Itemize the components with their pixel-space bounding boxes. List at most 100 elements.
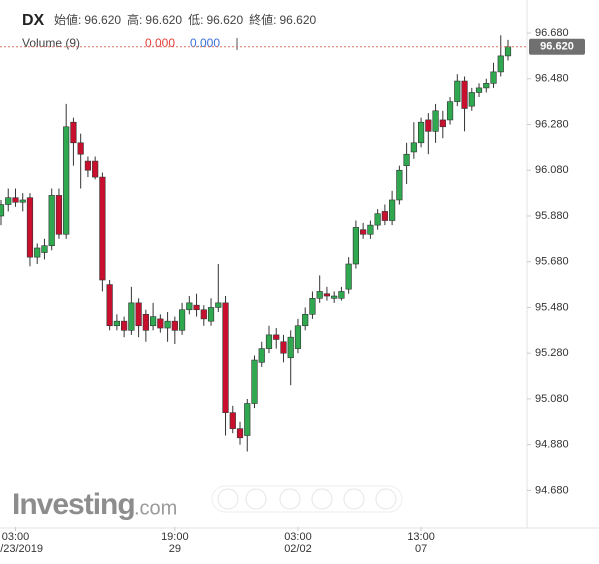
candle-body (0, 204, 5, 217)
candle-body (403, 153, 410, 166)
toolbar-button[interactable] (279, 488, 301, 510)
watermark-suffix: .com (134, 497, 177, 519)
header: DX Volume (9) 0.000 0.000 始値: 96.620 高: 96.… (22, 12, 317, 50)
y-tick-label: 94.680 (535, 484, 569, 496)
watermark: Investing .com (12, 488, 177, 521)
toolbar-button[interactable] (217, 488, 239, 510)
candle-body (273, 334, 280, 340)
candle-body (454, 80, 461, 102)
candle-body (381, 211, 388, 221)
candle-body (338, 291, 345, 299)
candle-body (34, 247, 41, 258)
field-value: 96.620 (145, 13, 182, 27)
candle-body (389, 199, 396, 221)
x-tick-label: 03:00 (2, 531, 30, 543)
candle-body (258, 348, 265, 363)
candle-body (468, 92, 475, 107)
candle-body (77, 142, 84, 155)
candle-body (106, 284, 113, 327)
candle-body (113, 320, 120, 327)
field-value: 96.620 (279, 13, 316, 27)
field-label: 低: (188, 13, 203, 27)
candle-body (309, 298, 316, 315)
candle-body (135, 302, 142, 327)
y-tick-label: 95.480 (535, 301, 569, 313)
candle-body (287, 336, 294, 359)
y-tick-label: 95.080 (535, 393, 569, 405)
candle-body (425, 119, 432, 132)
candle-body (121, 320, 128, 331)
candle-body (84, 160, 92, 171)
candle-body (207, 307, 215, 322)
y-tick-label: 95.280 (535, 347, 569, 359)
volume-value: 0.000 (145, 36, 175, 50)
candle-body (222, 302, 229, 413)
candle-body (142, 314, 149, 331)
candle-body (63, 126, 70, 235)
toolbar-button[interactable] (343, 488, 365, 510)
x-tick-sublabel: 07 (415, 543, 427, 555)
candle-body (236, 428, 244, 439)
candle-body (48, 195, 55, 247)
candle-body (157, 318, 164, 329)
candle-body (280, 341, 287, 354)
y-tick-label: 96.280 (535, 118, 569, 130)
x-tick-sublabel: 29 (169, 543, 181, 555)
y-tick-label: 96.480 (535, 73, 569, 85)
y-tick-label: 96.080 (535, 164, 569, 176)
candle-body (360, 229, 367, 235)
volume-label: Volume (9) (22, 36, 80, 50)
candle-body (352, 227, 360, 265)
candle-body (461, 80, 468, 109)
candle-body (504, 46, 512, 57)
candle-body (374, 213, 381, 226)
candle-body (12, 197, 19, 203)
candle-body (439, 119, 446, 128)
toolbar-button[interactable] (311, 488, 333, 510)
candle-body (432, 110, 439, 132)
candle-body (417, 121, 425, 144)
candle-body (171, 320, 178, 331)
candle-body (128, 302, 135, 331)
field-value: 96.620 (84, 13, 121, 27)
x-tick-label: 13:00 (407, 531, 435, 543)
candle-body (265, 334, 273, 349)
candle-body (475, 87, 483, 93)
candle-body (316, 291, 323, 299)
candle-body (26, 197, 34, 258)
volume-value: 0.000 (190, 36, 220, 50)
toolbar[interactable] (211, 485, 403, 513)
candle-body (55, 195, 63, 235)
candle-body (396, 169, 403, 201)
field-label: 高: (127, 12, 142, 27)
toolbar-button[interactable] (245, 488, 267, 510)
field-label: 終値: (249, 12, 276, 27)
field-value: 96.620 (206, 13, 243, 27)
candle-body (323, 293, 331, 297)
last-price-badge (529, 38, 585, 55)
symbol: DX (22, 12, 45, 29)
candle-body (193, 304, 200, 311)
x-tick-sublabel: 02/02 (284, 543, 312, 555)
y-tick-label: 95.880 (535, 210, 569, 222)
x-tick-sublabel: 01/23/2019 (0, 543, 43, 555)
candle-body (178, 309, 186, 331)
candle-body (251, 359, 258, 404)
candle-body (92, 160, 99, 178)
candle-body (483, 83, 490, 89)
candle-body (70, 121, 77, 144)
toolbar-button[interactable] (375, 488, 397, 510)
candle-body (410, 142, 417, 153)
candle-body (490, 71, 497, 84)
candle-body (200, 309, 207, 320)
y-tick-label: 96.680 (535, 27, 569, 39)
candle-body (41, 245, 48, 253)
candle-body (367, 224, 374, 235)
y-tick-label: 95.680 (535, 256, 569, 268)
candle-body (302, 314, 309, 327)
y-tick-label: 94.880 (535, 439, 569, 451)
candle-body (186, 302, 193, 311)
field-label: 始値: (54, 12, 81, 27)
x-tick-label: 19:00 (161, 531, 189, 543)
candle-body (497, 55, 504, 73)
